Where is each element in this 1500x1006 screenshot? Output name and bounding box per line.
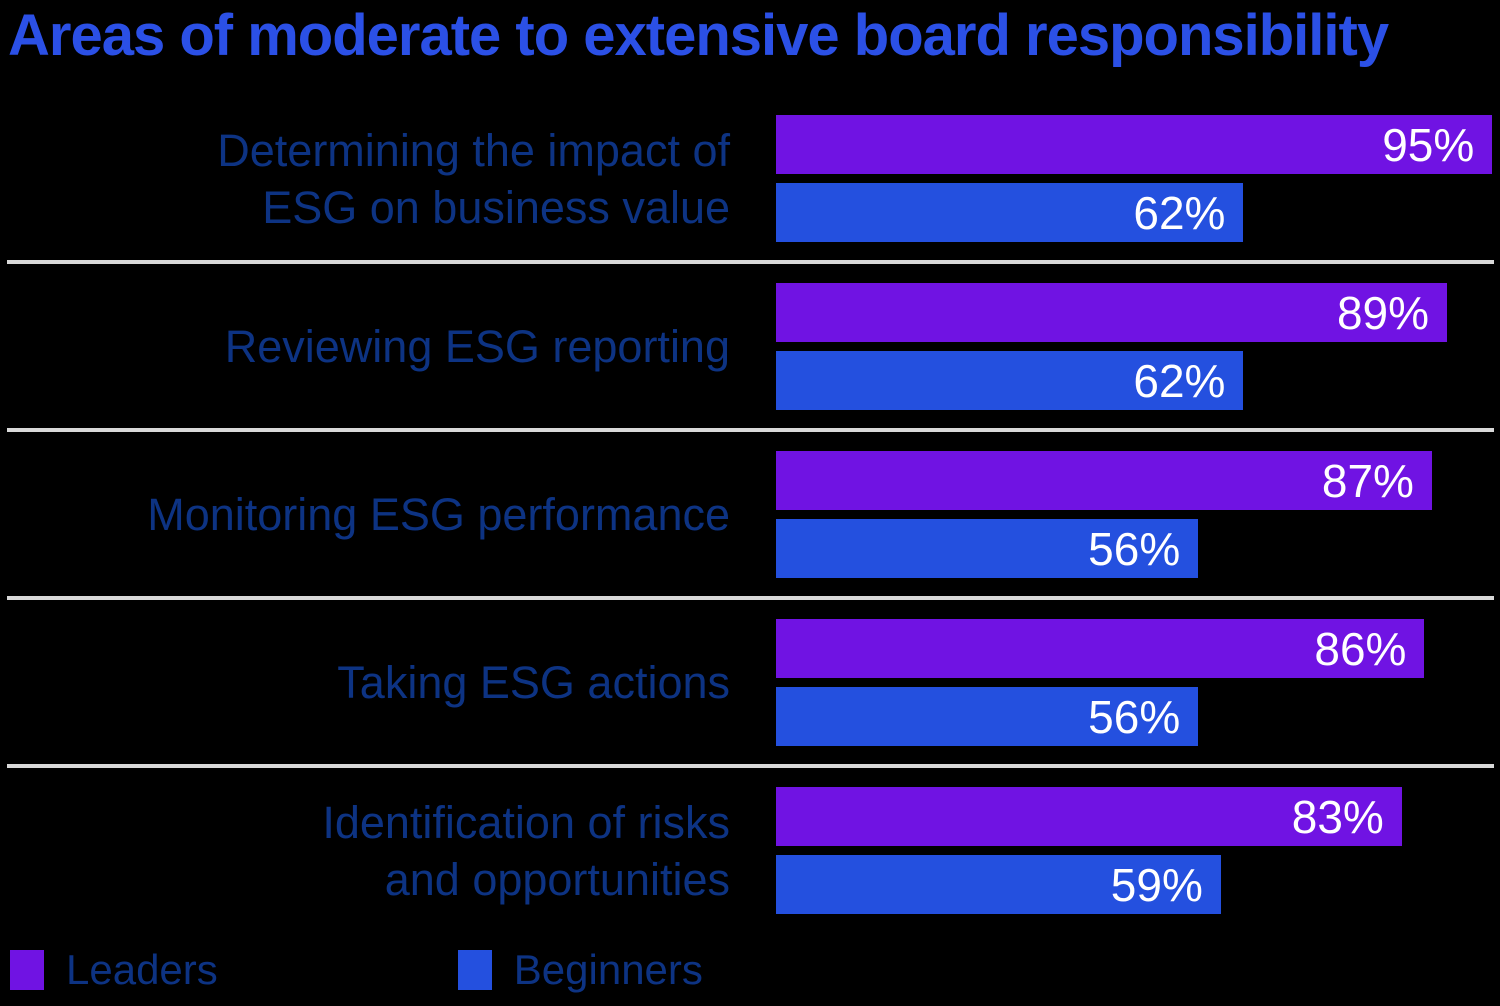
leaders-bar: 86% <box>776 619 1425 678</box>
beginners-swatch-icon <box>457 950 492 990</box>
chart-row: Identification of risks and opportunitie… <box>0 787 1500 914</box>
leaders-bar: 89% <box>776 283 1448 342</box>
plot-area: 83% 59% <box>776 787 1500 914</box>
legend-label-beginners: Beginners <box>513 946 703 993</box>
beginners-bar: 62% <box>776 351 1244 410</box>
row-separator <box>7 260 1494 264</box>
value-label: 62% <box>1133 187 1226 239</box>
category-label: Monitoring ESG performance <box>147 489 730 540</box>
leaders-bar: 87% <box>776 451 1432 510</box>
value-label: 83% <box>1291 791 1384 843</box>
plot-area: 86% 56% <box>776 619 1500 746</box>
row-separator <box>7 596 1494 600</box>
value-label: 62% <box>1133 355 1226 407</box>
category-label: Taking ESG actions <box>337 657 730 708</box>
leaders-bar: 83% <box>776 787 1402 846</box>
value-label: 95% <box>1382 119 1475 171</box>
category-label: Determining the impact of ESG on busines… <box>217 124 730 233</box>
chart-row: Monitoring ESG performance 87% 56% <box>0 451 1500 578</box>
row-separator <box>7 428 1494 432</box>
value-label: 59% <box>1110 859 1203 911</box>
value-label: 89% <box>1336 287 1430 339</box>
category-label: Identification of risks and opportunitie… <box>322 796 730 905</box>
chart-row: Determining the impact of ESG on busines… <box>0 115 1500 242</box>
plot-area: 95% 62% <box>776 115 1500 242</box>
row-separator <box>7 764 1494 768</box>
chart-row: Reviewing ESG reporting 89% 62% <box>0 283 1500 410</box>
category-label: Reviewing ESG reporting <box>224 321 730 372</box>
beginners-bar: 56% <box>776 687 1199 746</box>
leaders-swatch-icon <box>10 950 44 990</box>
leaders-bar: 95% <box>776 115 1493 174</box>
plot-area: 87% 56% <box>776 451 1500 578</box>
legend: Leaders Beginners <box>10 946 703 993</box>
chart-row: Taking ESG actions 86% 56% <box>0 619 1500 746</box>
value-label: 56% <box>1088 523 1181 575</box>
value-label: 56% <box>1088 691 1181 743</box>
value-label: 87% <box>1321 455 1414 507</box>
beginners-bar: 59% <box>776 855 1221 914</box>
beginners-bar: 56% <box>776 519 1199 578</box>
value-label: 86% <box>1314 623 1407 675</box>
legend-label-leaders: Leaders <box>66 946 218 993</box>
chart-title: Areas of moderate to extensive board res… <box>8 3 1389 68</box>
plot-area: 89% 62% <box>776 283 1500 410</box>
beginners-bar: 62% <box>776 183 1244 242</box>
